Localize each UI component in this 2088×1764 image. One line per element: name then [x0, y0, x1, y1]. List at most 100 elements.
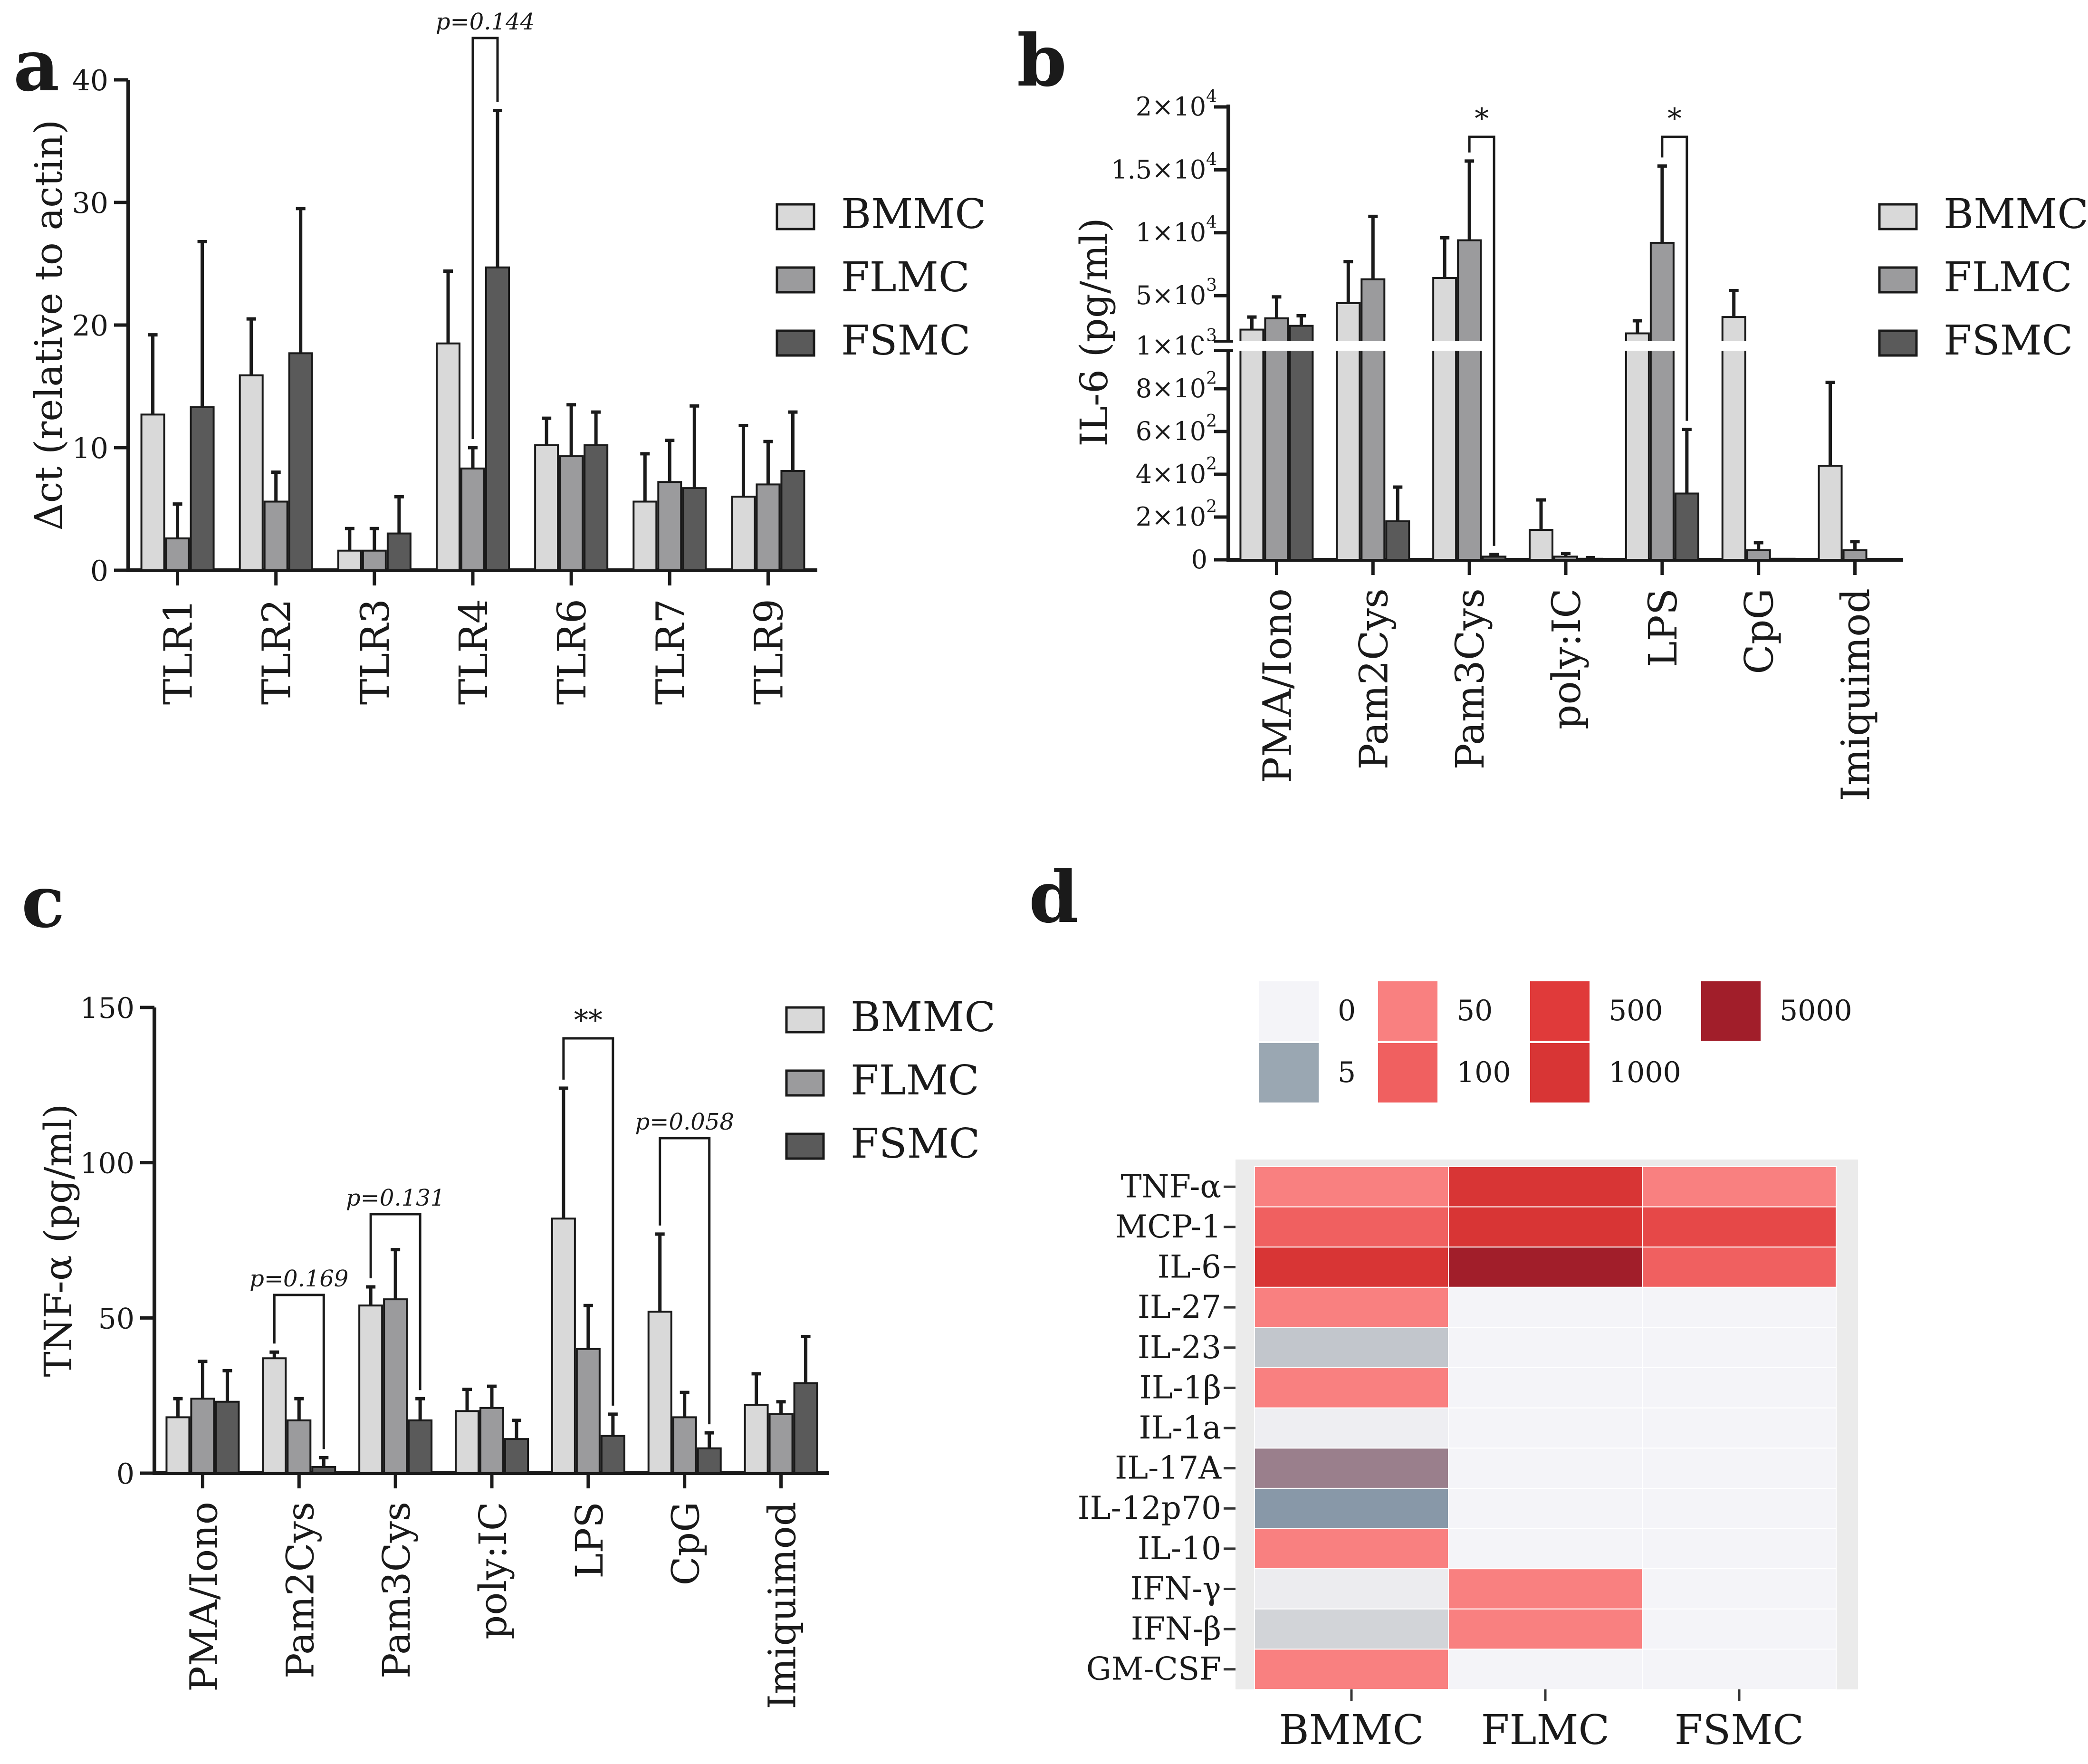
bar [288, 352, 313, 572]
bar [165, 537, 190, 572]
bar [383, 1298, 408, 1474]
bar [239, 374, 264, 572]
heatmap-row-label: IL-17A [1115, 1450, 1222, 1486]
panel-letter-c: c [21, 860, 65, 944]
heatmap-column-label: BMMC [1279, 1706, 1424, 1754]
bar [1360, 278, 1386, 561]
y-tick-label: 20 [72, 309, 108, 343]
bar [731, 496, 756, 571]
legend-swatch [776, 266, 815, 294]
bar [479, 1407, 504, 1475]
axis-break-gap [1200, 341, 1913, 351]
heatmap-cell [1642, 1528, 1837, 1570]
bar [140, 413, 165, 572]
significance-bracket [1468, 135, 1495, 546]
bar [1385, 520, 1410, 561]
y-tick-label: 0 [90, 555, 108, 588]
heatmap-row-label: IL-23 [1138, 1329, 1221, 1366]
heatmap-cell [1448, 1608, 1643, 1650]
heatmap-cell [1254, 1286, 1449, 1328]
significance-label: p=0.058 [635, 1109, 734, 1135]
x-tick-label: LPS [1641, 588, 1686, 667]
bar [1289, 325, 1314, 561]
y-axis-label: IL-6 (pg/ml) [1072, 218, 1116, 446]
y-tick-label: 30 [72, 187, 108, 220]
heatmap-cell [1448, 1286, 1643, 1328]
bar [559, 455, 584, 571]
y-tick-label: 1×103 [1136, 326, 1217, 361]
legend-label: FSMC [851, 1120, 980, 1168]
x-tick-label: CpG [1737, 588, 1782, 674]
legend-swatch [776, 203, 815, 230]
heatmap-row-label: IL-6 [1158, 1249, 1221, 1285]
heatmap-cell [1254, 1407, 1449, 1449]
heatmap-legend-swatch [1378, 981, 1437, 1041]
bar [697, 1447, 722, 1475]
y-tick-label: 2×102 [1136, 497, 1217, 532]
heatmap-cell [1448, 1246, 1643, 1288]
heatmap-legend-swatch [1701, 981, 1761, 1041]
bar [672, 1416, 697, 1474]
heatmap-legend-label: 100 [1456, 1056, 1511, 1089]
x-tick-label: TLR1 [156, 599, 201, 705]
bar [1649, 241, 1675, 561]
bar [1625, 332, 1650, 561]
significance-label: ** [574, 1004, 603, 1037]
y-tick-label: 1×104 [1136, 213, 1217, 248]
heatmap-column-label: FSMC [1675, 1706, 1804, 1754]
heatmap-cell [1254, 1166, 1449, 1208]
heatmap-legend-label: 5 [1338, 1056, 1356, 1089]
heatmap-cell [1642, 1448, 1837, 1489]
significance-bracket [562, 1037, 614, 1406]
y-tick-label: 50 [98, 1302, 134, 1335]
heatmap-cell [1642, 1286, 1837, 1328]
panel-c-chart: 0 50 100 150 TNF-α (pg/ml) PMA/Iono Pam2Cys Pam… [36, 992, 996, 1709]
heatmap-cell [1448, 1407, 1643, 1449]
legend-swatch [785, 1132, 825, 1160]
bar [600, 1435, 625, 1475]
heatmap-cell [1642, 1327, 1837, 1369]
bar [165, 1416, 191, 1474]
heatmap-cell [1448, 1166, 1643, 1208]
heatmap-cell [1254, 1487, 1449, 1529]
y-tick-label: 0 [1191, 545, 1207, 575]
x-tick-label: TLR2 [255, 599, 300, 705]
heatmap-row-label: IFN-γ [1130, 1570, 1221, 1607]
panel-letter-a: a [13, 24, 59, 107]
bar [337, 549, 362, 571]
heatmap-cell [1254, 1448, 1449, 1489]
bar [744, 1404, 769, 1474]
heatmap-cell [1642, 1206, 1837, 1248]
bar [1746, 549, 1771, 561]
heatmap-row-label: TNF-α [1121, 1168, 1221, 1205]
bar [1818, 465, 1843, 561]
bar [460, 467, 485, 571]
significance-label: * [1475, 102, 1489, 135]
heatmap-legend-label: 500 [1609, 994, 1663, 1027]
x-tick-label: TLR6 [550, 599, 595, 705]
bar [1842, 549, 1868, 561]
bar [756, 483, 781, 572]
legend-label: FLMC [841, 254, 970, 301]
x-tick-label: LPS [567, 1502, 612, 1579]
heatmap-cell [1642, 1246, 1837, 1288]
heatmap-legend-swatch [1259, 981, 1319, 1041]
bar [436, 342, 460, 571]
legend-swatch [785, 1006, 825, 1034]
legend-label: FLMC [1944, 254, 2072, 301]
y-tick-label: 5×103 [1136, 276, 1217, 310]
y-tick-label: 0 [116, 1457, 134, 1491]
x-tick-label: TLR7 [648, 599, 693, 705]
heatmap-cell [1448, 1528, 1643, 1570]
significance-label: p=0.131 [346, 1185, 445, 1211]
heatmap-legend-label: 5000 [1780, 994, 1852, 1027]
bar [768, 1413, 794, 1475]
heatmap-column-label: FLMC [1481, 1706, 1610, 1754]
y-tick-label: 2×104 [1136, 87, 1217, 122]
heatmap-legend-label: 50 [1456, 994, 1493, 1027]
bar [287, 1419, 312, 1475]
bar [455, 1410, 479, 1474]
x-tick-label: poly:IC [471, 1502, 515, 1639]
heatmap-cell [1254, 1206, 1449, 1248]
